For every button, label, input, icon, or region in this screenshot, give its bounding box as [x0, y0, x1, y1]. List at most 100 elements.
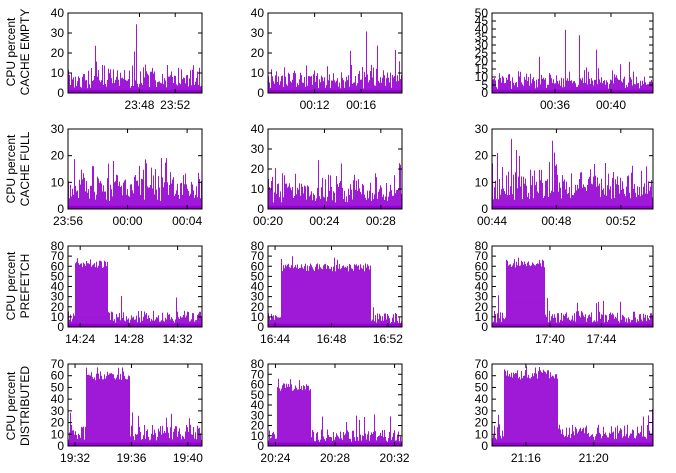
y-tick-label: 60 — [51, 259, 65, 273]
cpu-series — [268, 31, 402, 93]
y-tick-label: 30 — [51, 404, 65, 418]
cpu-series — [492, 366, 653, 446]
cpu-series-path — [492, 366, 653, 446]
cpu-series-path — [492, 257, 653, 327]
y-tick-label: 20 — [475, 300, 489, 314]
cpu-series — [68, 24, 202, 93]
y-tick-label: 40 — [251, 122, 265, 136]
row-label-1-line-0: CPU percent — [4, 134, 18, 203]
cpu-series — [68, 258, 202, 327]
cpu-baseline-band — [268, 205, 402, 209]
x-tick-label: 00:04 — [172, 214, 202, 228]
cpu-baseline-band — [492, 89, 653, 93]
y-tick-label: 80 — [475, 239, 489, 253]
y-tick-label: 10 — [475, 70, 489, 84]
y-tick-label: 30 — [475, 290, 489, 304]
y-tick-label: 10 — [475, 427, 489, 441]
y-tick-label: 50 — [51, 269, 65, 283]
y-tick-label: 30 — [51, 26, 65, 40]
x-tick-label: 14:24 — [65, 332, 95, 346]
y-tick-label: 10 — [51, 175, 65, 189]
cpu-baseline-band — [492, 323, 653, 327]
x-tick-label: 19:32 — [60, 451, 90, 465]
x-tick-label: 21:20 — [579, 451, 609, 465]
cpu-baseline-band — [68, 323, 202, 327]
y-tick-label: 30 — [251, 142, 265, 156]
plot-frame — [491, 128, 654, 210]
y-tick-label: 60 — [475, 259, 489, 273]
y-tick-label: 0 — [57, 320, 64, 334]
y-tick-label: 20 — [251, 419, 265, 433]
x-tick-label: 00:44 — [477, 214, 507, 228]
y-tick-label: 5 — [481, 78, 488, 92]
row-label-3-line-1: DISTRIBUTED — [18, 366, 32, 446]
x-tick-label: 14:28 — [114, 332, 144, 346]
y-tick-label: 30 — [251, 408, 265, 422]
y-tick-label: 60 — [51, 369, 65, 383]
y-tick-label: 30 — [475, 122, 489, 136]
x-tick-label: 17:40 — [535, 332, 565, 346]
y-tick-label: 80 — [251, 357, 265, 371]
cpu-series-path — [68, 24, 202, 93]
x-tick-label: 16:52 — [373, 332, 403, 346]
y-tick-label: 0 — [481, 202, 488, 216]
y-tick-label: 40 — [475, 280, 489, 294]
chart-panel-r0-c1: 0 10 20 30 40 00:12 00:16 — [251, 6, 403, 112]
cpu-baseline-band — [68, 89, 202, 93]
x-tick-label: 23:52 — [160, 98, 190, 112]
chart-panel-r1-c0: 0 10 20 30 23:56 00:00 00:04 — [51, 122, 203, 228]
y-tick-label: 60 — [475, 369, 489, 383]
cpu-baseline-band — [492, 205, 653, 209]
y-tick-label: 20 — [51, 416, 65, 430]
y-tick-label: 10 — [51, 66, 65, 80]
row-label-0-line-1: CACHE EMPTY — [18, 9, 32, 96]
y-tick-label: 60 — [251, 259, 265, 273]
x-tick-label: 19:40 — [173, 451, 203, 465]
y-tick-label: 20 — [51, 149, 65, 163]
x-tick-label: 17:44 — [586, 332, 616, 346]
cpu-series-path — [68, 367, 202, 446]
y-tick-label: 30 — [51, 122, 65, 136]
row-label-2-line-1: PREFETCH — [18, 254, 32, 319]
cpu-baseline-band — [68, 205, 202, 209]
y-tick-label: 0 — [481, 439, 488, 453]
cpu-baseline-band — [268, 323, 402, 327]
y-tick-label: 25 — [475, 46, 489, 60]
plot-frame — [491, 12, 654, 94]
cpu-series — [492, 257, 653, 327]
y-tick-label: 40 — [51, 392, 65, 406]
x-tick-label: 00:20 — [253, 214, 283, 228]
x-tick-label: 00:24 — [309, 214, 339, 228]
y-tick-label: 10 — [251, 182, 265, 196]
y-tick-label: 20 — [51, 46, 65, 60]
y-tick-label: 40 — [251, 6, 265, 20]
y-tick-label: 20 — [251, 300, 265, 314]
y-tick-label: 10 — [51, 310, 65, 324]
x-tick-label: 00:00 — [113, 214, 143, 228]
cpu-series — [68, 158, 202, 209]
cpu-baseline-band — [68, 442, 202, 446]
row-label-3-line-0: CPU percent — [4, 371, 18, 440]
y-tick-label: 80 — [51, 239, 65, 253]
y-tick-label: 50 — [475, 380, 489, 394]
x-tick-label: 00:48 — [541, 214, 571, 228]
cpu-series-path — [268, 378, 402, 446]
cpu-series-path — [68, 158, 202, 209]
y-tick-label: 50 — [475, 6, 489, 20]
y-tick-label: 70 — [51, 357, 65, 371]
y-tick-label: 40 — [251, 280, 265, 294]
y-tick-label: 80 — [251, 239, 265, 253]
x-tick-label: 00:16 — [346, 98, 376, 112]
cpu-series-path — [68, 258, 202, 327]
y-tick-label: 70 — [475, 357, 489, 371]
x-tick-label: 00:52 — [606, 214, 636, 228]
y-tick-label: 10 — [475, 310, 489, 324]
y-tick-label: 0 — [257, 86, 264, 100]
y-tick-label: 70 — [251, 367, 265, 381]
y-tick-label: 0 — [57, 439, 64, 453]
y-tick-label: 20 — [251, 162, 265, 176]
y-tick-label: 30 — [251, 26, 265, 40]
